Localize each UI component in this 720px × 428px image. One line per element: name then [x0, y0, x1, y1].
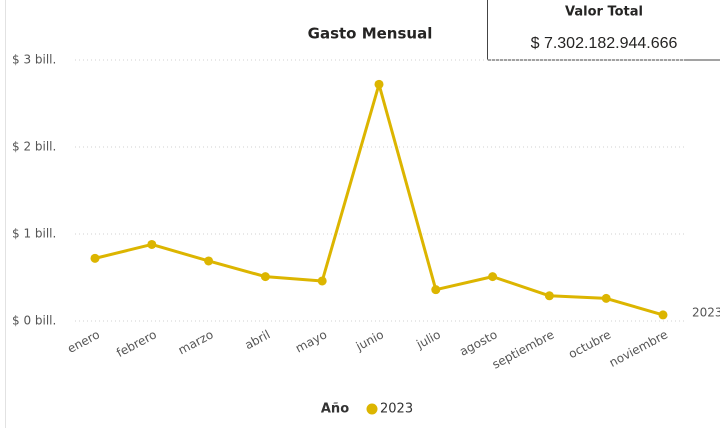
point	[260, 272, 270, 282]
legend-label: 2023	[380, 402, 413, 417]
point	[317, 276, 327, 286]
card-box	[487, 0, 720, 61]
point	[544, 291, 554, 301]
point	[90, 253, 100, 263]
point	[658, 310, 668, 320]
y-tick-label: $ 2 bill.	[12, 140, 56, 154]
legend-title: Año	[321, 402, 349, 417]
card: Valor Total $ 7.302.182.944.666	[487, 0, 720, 61]
legend-marker	[366, 403, 378, 415]
series-end-label: 2023	[692, 305, 720, 319]
point	[147, 239, 157, 249]
chart-title: Gasto Mensual	[308, 25, 433, 43]
y-tick-label: $ 0 bill.	[12, 314, 56, 328]
point	[374, 79, 384, 89]
card-title: Valor Total	[565, 5, 643, 20]
y-tick-label: $ 1 bill.	[12, 227, 56, 241]
point	[204, 256, 214, 266]
point	[601, 293, 611, 303]
y-tick-label: $ 3 bill.	[12, 53, 56, 67]
chart-frame	[5, 0, 720, 428]
card-value: $ 7.302.182.944.666	[531, 35, 678, 52]
point	[431, 285, 441, 295]
point	[488, 272, 498, 282]
